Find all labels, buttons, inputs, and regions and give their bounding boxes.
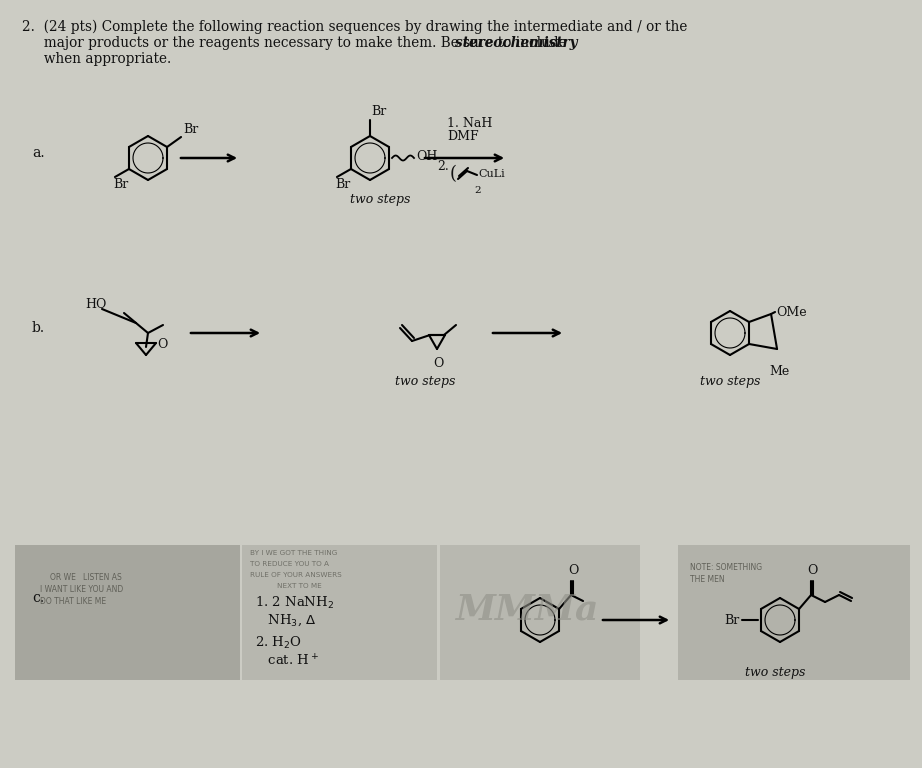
Text: THE MEN: THE MEN — [690, 575, 725, 584]
Text: 2. H$_2$O: 2. H$_2$O — [255, 635, 301, 651]
Text: OH: OH — [416, 151, 437, 164]
Text: OR WE   LISTEN AS: OR WE LISTEN AS — [50, 573, 122, 582]
Text: O: O — [157, 339, 168, 352]
Text: NEXT TO ME: NEXT TO ME — [250, 583, 322, 589]
Text: BY I WE GOT THE THING: BY I WE GOT THE THING — [250, 550, 337, 556]
Text: DO THAT LIKE ME: DO THAT LIKE ME — [40, 597, 106, 606]
Text: a.: a. — [32, 146, 44, 160]
Text: b.: b. — [32, 321, 45, 335]
Text: Br: Br — [113, 178, 128, 191]
Text: c.: c. — [32, 591, 44, 605]
Text: MMMa: MMMa — [455, 593, 598, 627]
Text: NH$_3$, $\Delta$: NH$_3$, $\Delta$ — [255, 613, 316, 628]
Bar — [440, 545, 640, 680]
Text: I WANT LIKE YOU AND: I WANT LIKE YOU AND — [40, 585, 124, 594]
Text: Br: Br — [371, 105, 386, 118]
Text: OMe: OMe — [776, 306, 807, 319]
Text: (: ( — [450, 165, 457, 183]
Bar — [678, 545, 910, 680]
Text: when appropriate.: when appropriate. — [22, 52, 171, 66]
Text: HO: HO — [85, 299, 106, 312]
Text: cat. H$^+$: cat. H$^+$ — [255, 653, 319, 668]
Text: two steps: two steps — [700, 375, 761, 388]
Text: major products or the reagents necessary to make them. Be sure to include: major products or the reagents necessary… — [22, 36, 571, 50]
Text: 2: 2 — [474, 186, 480, 195]
Text: 1. NaH: 1. NaH — [447, 117, 492, 130]
Text: O: O — [433, 357, 443, 370]
Text: NOTE: SOMETHING: NOTE: SOMETHING — [690, 563, 762, 572]
Bar — [15, 545, 240, 680]
Text: O: O — [807, 564, 818, 577]
Text: two steps: two steps — [745, 666, 806, 679]
Text: 1. 2 NaNH$_2$: 1. 2 NaNH$_2$ — [255, 595, 334, 611]
Text: Br: Br — [725, 614, 740, 627]
Text: two steps: two steps — [395, 375, 455, 388]
Text: Br: Br — [335, 178, 350, 191]
Text: two steps: two steps — [350, 193, 410, 206]
Bar — [242, 545, 437, 680]
Text: CuLi: CuLi — [478, 169, 504, 179]
Text: DMF: DMF — [447, 130, 479, 143]
Text: 2.  (24 pts) Complete the following reaction sequences by drawing the intermedia: 2. (24 pts) Complete the following react… — [22, 20, 688, 35]
Text: Br: Br — [183, 123, 198, 136]
Text: stereochemistry: stereochemistry — [455, 36, 577, 50]
Text: O: O — [568, 564, 578, 577]
Text: Me: Me — [769, 365, 789, 378]
Text: RULE OF YOUR ANSWERS: RULE OF YOUR ANSWERS — [250, 572, 342, 578]
Text: TO REDUCE YOU TO A: TO REDUCE YOU TO A — [250, 561, 329, 567]
Text: 2.: 2. — [437, 160, 449, 173]
